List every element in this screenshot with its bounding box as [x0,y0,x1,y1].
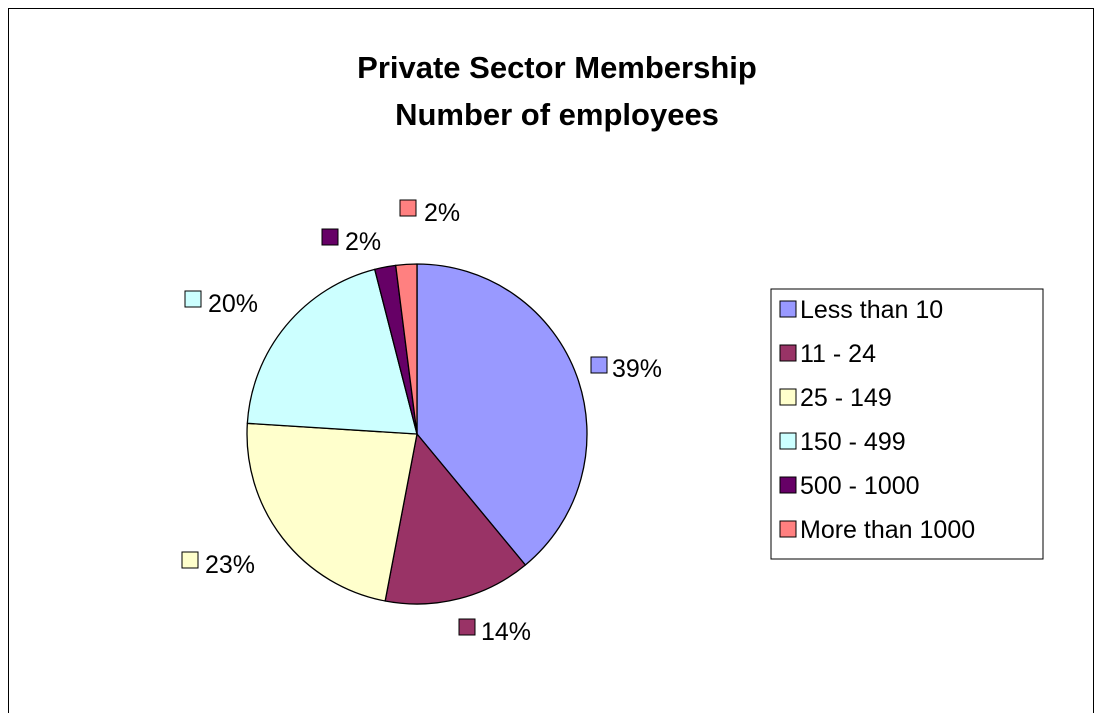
legend-label-25-149: 25 - 149 [800,384,892,412]
legend: Less than 10 11 - 24 25 - 149 150 - 499 500 … [770,288,1044,560]
data-label-500-1000: 2% [345,228,381,256]
data-label-11-24: 14% [481,618,531,646]
legend-swatch-more-than-1000 [779,520,797,538]
legend-swatch-150-499 [779,432,797,450]
pie-slice-less-than-10 [416,263,588,566]
data-label-swatch-less-than-10 [590,356,608,374]
pie-slice-25-149 [246,422,418,602]
pie-data-labels: 39% 14% 23% 20% 2% 2% [181,199,662,646]
legend-label-11-24: 11 - 24 [800,340,876,368]
chart-frame [8,8,1094,713]
legend-label-less-than-10: Less than 10 [800,296,943,324]
data-label-25-149: 23% [205,551,255,579]
legend-swatch-less-than-10 [779,300,797,318]
data-label-more-than-1000: 2% [424,199,460,227]
data-label-swatch-11-24 [458,618,476,636]
legend-label-500-1000: 500 - 1000 [800,472,920,500]
data-label-150-499: 20% [208,290,258,318]
legend-swatch-500-1000 [779,476,797,494]
data-label-swatch-more-than-1000 [399,199,417,217]
pie-slices [246,263,588,605]
chart-title-line-2: Number of employees [395,97,719,132]
legend-label-more-than-1000: More than 1000 [800,516,975,544]
pie-slice-more-than-1000 [395,263,418,435]
legend-swatch-11-24 [779,344,797,362]
data-label-swatch-150-499 [184,290,202,308]
legend-swatch-25-149 [779,388,797,406]
legend-box [770,288,1044,560]
data-label-less-than-10: 39% [612,355,662,383]
pie-slice-11-24 [384,433,527,605]
data-label-swatch-500-1000 [321,228,339,246]
chart-title-line-1: Private Sector Membership [357,50,757,85]
data-label-swatch-25-149 [181,551,199,569]
legend-label-150-499: 150 - 499 [800,428,906,456]
pie-slice-150-499 [246,268,418,435]
